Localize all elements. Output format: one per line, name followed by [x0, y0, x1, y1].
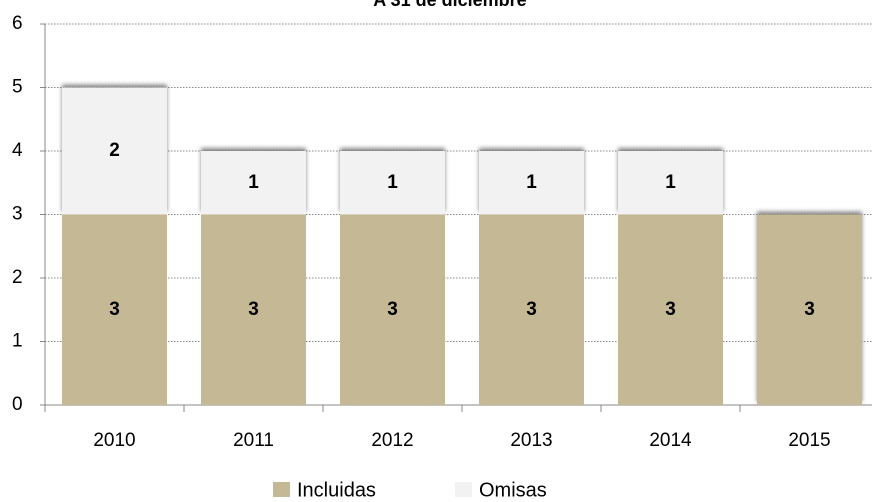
- bar-segment: [201, 214, 306, 405]
- bar-segment: [62, 214, 167, 405]
- bar-segment: [201, 151, 306, 215]
- bar-segment: [618, 151, 723, 215]
- x-tick-label: 2013: [510, 430, 552, 451]
- y-tick-label: 6: [12, 13, 23, 34]
- data-label: 3: [665, 299, 676, 320]
- bar-segment: [340, 214, 445, 405]
- bar-segment: [340, 151, 445, 215]
- x-tick-label: 2010: [93, 430, 135, 451]
- y-tick-label: 5: [12, 77, 23, 98]
- data-label: 1: [526, 172, 537, 193]
- bar-segment: [757, 214, 862, 405]
- bar-segment: [62, 87, 167, 215]
- y-tick-label: 0: [12, 394, 23, 415]
- bar-segment: [618, 214, 723, 405]
- x-tick-label: 2012: [371, 430, 413, 451]
- data-label: 2: [109, 140, 120, 161]
- x-tick-label: 2015: [788, 430, 830, 451]
- legend-label: Incluidas: [297, 479, 376, 501]
- data-label: 1: [665, 172, 676, 193]
- data-label: 3: [387, 299, 398, 320]
- legend-swatch: [273, 482, 290, 497]
- data-label: 3: [248, 299, 259, 320]
- chart-title: A 31 de diciembre: [373, 0, 526, 10]
- bar-segment: [479, 214, 584, 405]
- bar-segment: [479, 151, 584, 215]
- data-label: 1: [387, 172, 398, 193]
- legend-label: Omisas: [479, 479, 547, 501]
- data-label: 3: [526, 299, 537, 320]
- data-label: 3: [109, 299, 120, 320]
- data-label: 1: [248, 172, 259, 193]
- x-tick-label: 2014: [649, 430, 692, 451]
- y-tick-label: 2: [12, 267, 23, 288]
- legend-swatch: [455, 482, 472, 497]
- data-label: 3: [804, 299, 815, 320]
- y-tick-label: 3: [12, 204, 23, 225]
- y-tick-label: 1: [12, 331, 23, 352]
- y-tick-label: 4: [12, 140, 23, 161]
- x-tick-label: 2011: [233, 430, 274, 451]
